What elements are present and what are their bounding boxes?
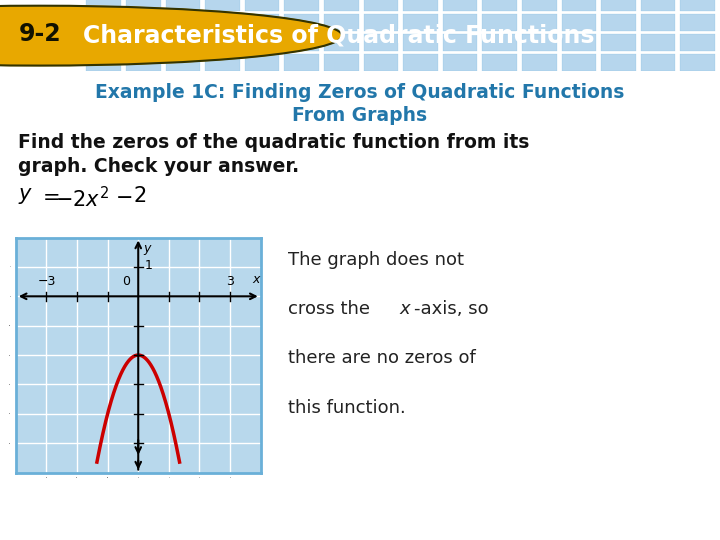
FancyBboxPatch shape — [482, 54, 517, 71]
Text: $-2x^{2}$: $-2x^{2}$ — [55, 186, 109, 212]
FancyBboxPatch shape — [522, 0, 557, 11]
FancyBboxPatch shape — [443, 14, 477, 31]
FancyBboxPatch shape — [205, 54, 240, 71]
FancyBboxPatch shape — [364, 14, 398, 31]
FancyBboxPatch shape — [166, 54, 200, 71]
FancyBboxPatch shape — [166, 14, 200, 31]
Text: $2$: $2$ — [133, 186, 146, 206]
FancyBboxPatch shape — [522, 54, 557, 71]
FancyBboxPatch shape — [601, 0, 636, 11]
FancyBboxPatch shape — [86, 14, 121, 31]
FancyBboxPatch shape — [205, 34, 240, 51]
FancyBboxPatch shape — [443, 34, 477, 51]
Text: 1: 1 — [145, 259, 152, 272]
Text: y: y — [144, 242, 151, 255]
Text: $=$: $=$ — [38, 186, 60, 206]
FancyBboxPatch shape — [680, 34, 715, 51]
FancyBboxPatch shape — [245, 54, 279, 71]
FancyBboxPatch shape — [364, 0, 398, 11]
Text: Copyright © by Holt, Rinehart and Winston. All Rights Reserved.: Copyright © by Holt, Rinehart and Winsto… — [325, 513, 706, 523]
FancyBboxPatch shape — [284, 34, 319, 51]
FancyBboxPatch shape — [324, 14, 359, 31]
FancyBboxPatch shape — [482, 34, 517, 51]
FancyBboxPatch shape — [324, 0, 359, 11]
FancyBboxPatch shape — [284, 14, 319, 31]
FancyBboxPatch shape — [324, 34, 359, 51]
FancyBboxPatch shape — [205, 0, 240, 11]
Text: this function.: this function. — [288, 399, 406, 416]
FancyBboxPatch shape — [641, 34, 675, 51]
FancyBboxPatch shape — [245, 14, 279, 31]
Text: there are no zeros of: there are no zeros of — [288, 349, 476, 367]
FancyBboxPatch shape — [482, 14, 517, 31]
FancyBboxPatch shape — [284, 0, 319, 11]
FancyBboxPatch shape — [284, 54, 319, 71]
FancyBboxPatch shape — [205, 14, 240, 31]
Text: x: x — [400, 300, 410, 318]
FancyBboxPatch shape — [126, 0, 161, 11]
FancyBboxPatch shape — [166, 34, 200, 51]
FancyBboxPatch shape — [601, 54, 636, 71]
Text: From Graphs: From Graphs — [292, 106, 428, 125]
FancyBboxPatch shape — [166, 0, 200, 11]
Text: 9-2: 9-2 — [18, 22, 61, 46]
Text: The graph does not: The graph does not — [288, 251, 464, 269]
FancyBboxPatch shape — [403, 0, 438, 11]
Text: 3: 3 — [226, 274, 234, 287]
Text: graph. Check your answer.: graph. Check your answer. — [18, 157, 299, 176]
FancyBboxPatch shape — [86, 34, 121, 51]
FancyBboxPatch shape — [601, 34, 636, 51]
FancyBboxPatch shape — [482, 0, 517, 11]
FancyBboxPatch shape — [126, 14, 161, 31]
FancyBboxPatch shape — [680, 54, 715, 71]
FancyBboxPatch shape — [680, 0, 715, 11]
FancyBboxPatch shape — [403, 54, 438, 71]
FancyBboxPatch shape — [562, 14, 596, 31]
Text: $-$: $-$ — [115, 186, 132, 206]
Text: -axis, so: -axis, so — [415, 300, 489, 318]
FancyBboxPatch shape — [680, 14, 715, 31]
FancyBboxPatch shape — [443, 54, 477, 71]
FancyBboxPatch shape — [641, 54, 675, 71]
FancyBboxPatch shape — [641, 14, 675, 31]
FancyBboxPatch shape — [443, 0, 477, 11]
FancyBboxPatch shape — [562, 34, 596, 51]
Text: cross the: cross the — [288, 300, 376, 318]
FancyBboxPatch shape — [86, 54, 121, 71]
FancyBboxPatch shape — [324, 54, 359, 71]
FancyBboxPatch shape — [126, 54, 161, 71]
FancyBboxPatch shape — [403, 14, 438, 31]
FancyBboxPatch shape — [562, 0, 596, 11]
FancyBboxPatch shape — [364, 54, 398, 71]
FancyBboxPatch shape — [126, 34, 161, 51]
FancyBboxPatch shape — [403, 34, 438, 51]
FancyBboxPatch shape — [522, 34, 557, 51]
Text: Characteristics of Quadratic Functions: Characteristics of Quadratic Functions — [83, 24, 594, 48]
FancyBboxPatch shape — [522, 14, 557, 31]
FancyBboxPatch shape — [641, 0, 675, 11]
Text: 0: 0 — [122, 274, 130, 287]
Text: −3: −3 — [37, 274, 55, 287]
FancyBboxPatch shape — [601, 14, 636, 31]
Circle shape — [0, 6, 342, 65]
FancyBboxPatch shape — [364, 34, 398, 51]
FancyBboxPatch shape — [562, 54, 596, 71]
Text: x: x — [253, 273, 260, 286]
FancyBboxPatch shape — [245, 0, 279, 11]
FancyBboxPatch shape — [86, 0, 121, 11]
Text: Holt Algebra 1: Holt Algebra 1 — [14, 511, 127, 525]
Text: Find the zeros of the quadratic function from its: Find the zeros of the quadratic function… — [18, 133, 529, 152]
Text: Example 1C: Finding Zeros of Quadratic Functions: Example 1C: Finding Zeros of Quadratic F… — [95, 83, 625, 102]
FancyBboxPatch shape — [245, 34, 279, 51]
Text: $y$: $y$ — [18, 186, 33, 206]
